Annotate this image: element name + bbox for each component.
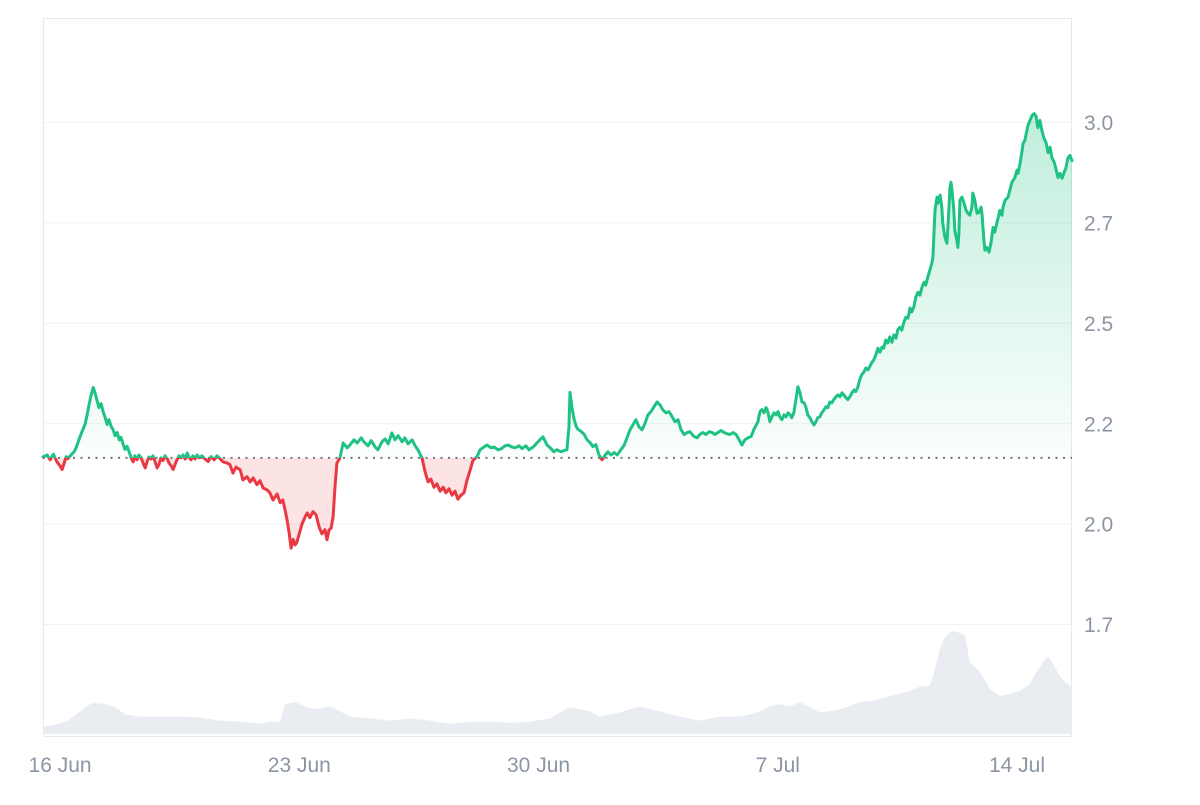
- loss-area-fill: [48, 457, 604, 549]
- x-axis-tick-label: 23 Jun: [268, 754, 331, 777]
- x-axis-tick-label: 14 Jul: [989, 754, 1045, 777]
- y-axis-labels: 3.0 2.7 2.5 2.2 2.0 1.7: [1084, 112, 1113, 637]
- grid-lines: [43, 121, 1072, 626]
- price-line-up: [41, 112, 1074, 458]
- x-axis-tick-label: 16 Jun: [29, 754, 92, 777]
- y-axis-tick-label: 3.0: [1084, 112, 1113, 135]
- y-axis-tick-label: 2.2: [1084, 413, 1113, 436]
- price-line-down: [41, 457, 606, 550]
- x-axis-tick-label: 7 Jul: [756, 754, 800, 777]
- y-axis-tick-label: 1.7: [1084, 614, 1113, 637]
- gain-area-fill: [43, 113, 1072, 458]
- x-axis-labels: 16 Jun 23 Jun 30 Jun 7 Jul 14 Jul: [29, 754, 1045, 777]
- y-axis-tick-label: 2.0: [1084, 514, 1113, 537]
- y-axis-tick-label: 2.5: [1084, 313, 1113, 336]
- y-axis-tick-label: 2.7: [1084, 212, 1113, 235]
- volume-area: [43, 631, 1072, 734]
- x-axis-tick-label: 30 Jun: [507, 754, 570, 777]
